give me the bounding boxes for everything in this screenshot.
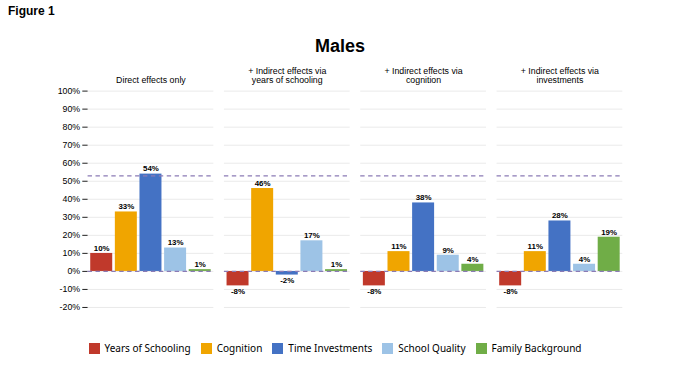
svg-text:54%: 54% — [143, 164, 159, 173]
svg-text:46%: 46% — [255, 179, 271, 188]
svg-text:9%: 9% — [442, 246, 453, 255]
html-text:Time Investments: Time Investments — [288, 341, 373, 356]
svg-text:4%: 4% — [579, 255, 590, 264]
svg-text:40%: 40% — [63, 194, 81, 204]
svg-text:17%: 17% — [304, 231, 320, 240]
svg-text:19%: 19% — [601, 228, 617, 237]
svg-text:+ Indirect effects viacognitio: + Indirect effects viacognition — [384, 66, 462, 85]
svg-text:-10%: -10% — [60, 284, 81, 294]
svg-text:10%: 10% — [63, 248, 81, 258]
svg-text:30%: 30% — [63, 212, 81, 222]
svg-text:60%: 60% — [63, 158, 81, 168]
svg-text:100%: 100% — [58, 86, 81, 96]
svg-text:4%: 4% — [467, 255, 478, 264]
svg-text:33%: 33% — [118, 202, 134, 211]
svg-text:-8%: -8% — [231, 287, 245, 296]
svg-text:70%: 70% — [63, 140, 81, 150]
svg-text:1%: 1% — [331, 260, 342, 269]
html-text:Figure 1: Figure 1 — [8, 4, 55, 18]
svg-text:28%: 28% — [552, 211, 568, 220]
svg-text:-20%: -20% — [60, 302, 81, 312]
svg-text:-8%: -8% — [367, 287, 381, 296]
svg-text:+ Indirect effects viayears of: + Indirect effects viayears of schooling — [248, 66, 326, 85]
html-text:Males: Males — [315, 36, 365, 56]
svg-text:Direct effects only: Direct effects only — [116, 75, 186, 85]
svg-text:80%: 80% — [63, 122, 81, 132]
svg-text:0%: 0% — [67, 266, 80, 276]
html-text:Cognition: Cognition — [216, 341, 263, 356]
svg-text:20%: 20% — [63, 230, 81, 240]
html-text:Years of Schooling: Years of Schooling — [104, 341, 191, 356]
svg-text:90%: 90% — [63, 104, 81, 114]
svg-text:13%: 13% — [168, 238, 184, 247]
svg-text:+ Indirect effects viainvestme: + Indirect effects viainvestments — [521, 66, 599, 85]
svg-text:11%: 11% — [391, 242, 406, 251]
svg-text:11%: 11% — [528, 242, 543, 251]
svg-text:1%: 1% — [194, 260, 205, 269]
svg-text:10%: 10% — [94, 244, 110, 253]
svg-text:38%: 38% — [416, 193, 432, 202]
html-text:Family Background: Family Background — [491, 341, 582, 356]
svg-text:50%: 50% — [63, 176, 81, 186]
html-text:School Quality: School Quality — [398, 341, 466, 356]
svg-text:-8%: -8% — [504, 287, 518, 296]
svg-text:-2%: -2% — [280, 276, 294, 285]
